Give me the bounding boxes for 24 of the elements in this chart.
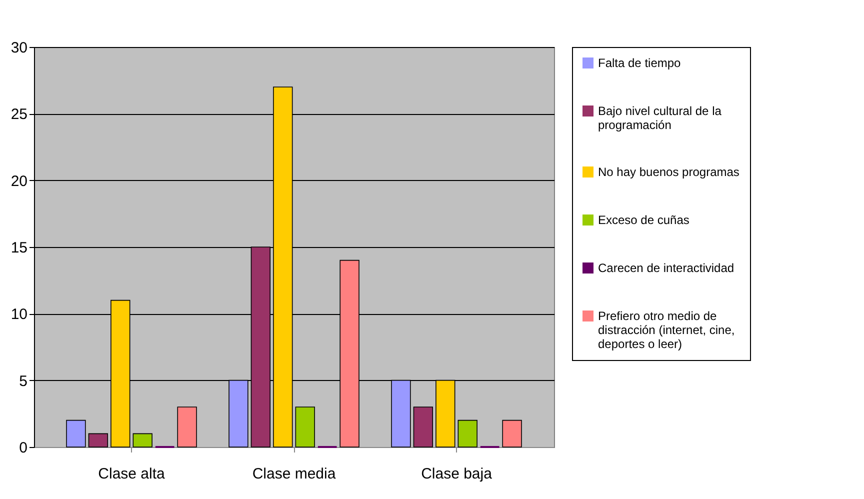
bar (502, 420, 522, 448)
bar (295, 406, 315, 448)
y-tick-label: 15 (10, 240, 28, 256)
bar (66, 420, 86, 448)
y-tick-label: 0 (19, 440, 28, 456)
bar (413, 406, 434, 448)
y-tick-label: 10 (10, 306, 28, 324)
bar (88, 433, 108, 448)
legend-label: Prefiero otro medio de distracción (internet, cine, deportes o leer) (598, 309, 735, 351)
legend-label: No hay buenos programas (598, 165, 740, 179)
x-tick-label: Clase media (252, 466, 336, 482)
legend-label: Falta de tiempo (598, 56, 682, 70)
x-tick-label: Clase alta (98, 466, 166, 482)
legend-label: Exceso de cuñas (598, 213, 690, 227)
x-tick-label: Clase baja (421, 466, 493, 482)
legend-label: Carecen de interactividad (598, 261, 734, 275)
y-tick-label: 30 (10, 40, 28, 56)
y-tick-label: 5 (19, 372, 28, 390)
bar (132, 433, 152, 448)
bar (458, 420, 478, 448)
y-tick-label: 25 (10, 106, 28, 124)
y-tick-label: 20 (10, 172, 28, 190)
legend-label: Bajo nivel cultural de la programación (598, 104, 722, 132)
bar (177, 406, 197, 448)
